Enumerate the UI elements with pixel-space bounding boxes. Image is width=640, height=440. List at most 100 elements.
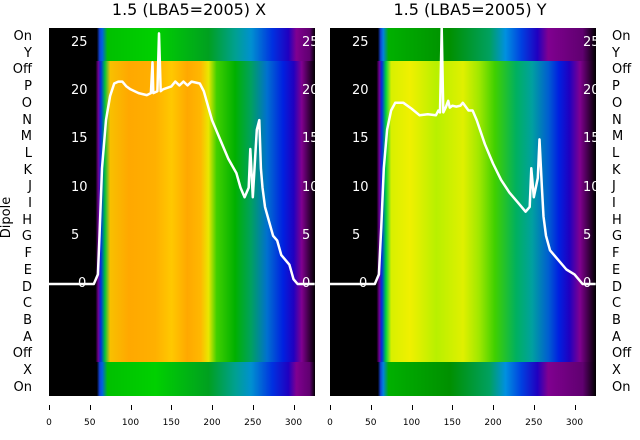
- row-label: D: [612, 279, 623, 295]
- row-label: I: [612, 196, 616, 211]
- x-tick-mark: [293, 405, 295, 410]
- y-tick-label: 0: [78, 276, 87, 291]
- x-tick-mark: [533, 405, 535, 410]
- right-spectrogram-panel: [330, 28, 596, 396]
- x-tick-mark: [411, 405, 413, 410]
- y-tick-label-right: 25: [302, 35, 319, 50]
- row-label: N: [22, 112, 32, 128]
- row-label: P: [24, 79, 32, 95]
- middle-band: [330, 61, 596, 362]
- row-label: H: [22, 212, 32, 228]
- row-label: L: [24, 145, 32, 161]
- y-tick-label: 10: [71, 179, 88, 195]
- row-label: A: [23, 329, 32, 345]
- row-label: B: [612, 312, 621, 328]
- x-tick-mark: [493, 405, 494, 410]
- row-label: On: [612, 379, 631, 395]
- y-tick-label-right: 25: [583, 35, 600, 50]
- x-tick-label: 50: [84, 418, 96, 428]
- row-label: Off: [12, 346, 32, 362]
- x-tick-mark: [130, 405, 132, 410]
- row-label: O: [21, 95, 32, 111]
- row-label: C: [22, 296, 32, 312]
- y-tick-label-right: 0: [302, 276, 311, 291]
- x-tick-label: 200: [484, 418, 502, 428]
- row-label: C: [612, 296, 622, 312]
- y-tick-label-right: 15: [302, 131, 319, 147]
- row-label: X: [23, 363, 32, 378]
- middle-band: [49, 61, 315, 362]
- row-label: Off: [612, 62, 632, 78]
- row-label: Off: [12, 62, 32, 78]
- x-tick-label: 200: [203, 418, 221, 428]
- y-tick-label: 20: [352, 83, 369, 99]
- y-tick-label: 20: [71, 83, 88, 99]
- y-tick-label-right: 5: [583, 227, 592, 243]
- y-tick-label-right: 20: [583, 83, 600, 99]
- row-label: J: [612, 179, 616, 195]
- bottom-band: [330, 362, 596, 396]
- top-band: [330, 28, 596, 61]
- y-tick-label-right: 0: [583, 276, 592, 291]
- row-label: N: [612, 112, 622, 128]
- y-tick-label-right: 10: [302, 179, 319, 195]
- row-label: F: [612, 246, 620, 262]
- left-chart-title: 1.5 (LBA5=2005) X: [111, 0, 267, 19]
- x-tick-label: 250: [244, 418, 262, 428]
- x-tick-mark: [452, 405, 454, 410]
- x-tick-mark: [252, 405, 254, 410]
- bottom-band: [49, 362, 315, 396]
- row-label: J: [28, 179, 32, 195]
- x-tick-mark: [212, 405, 213, 410]
- y-tick-label: 15: [71, 131, 88, 147]
- y-tick-label: 10: [352, 179, 369, 195]
- row-label: G: [612, 229, 623, 245]
- y-tick-label-right: 15: [583, 131, 600, 147]
- y-tick-label: 25: [71, 35, 88, 50]
- y-tick-label-right: 20: [302, 83, 319, 99]
- y-tick-label: 25: [352, 35, 369, 50]
- row-label: Y: [24, 45, 32, 61]
- x-tick-label: 0: [46, 418, 52, 428]
- series-line-X: [49, 32, 315, 286]
- row-label: On: [612, 29, 631, 44]
- row-label: X: [612, 363, 621, 378]
- x-tick-label: 100: [402, 418, 421, 428]
- right-chart-title: 1.5 (LBA5=2005) Y: [393, 0, 547, 19]
- x-tick-label: 150: [162, 418, 180, 428]
- row-label: On: [13, 379, 32, 395]
- left-spectrogram-panel: [49, 28, 315, 396]
- row-label: E: [612, 262, 621, 278]
- x-tick-label: 150: [443, 418, 461, 428]
- row-label: H: [612, 212, 622, 228]
- x-tick-mark: [89, 405, 91, 410]
- row-label: O: [612, 95, 623, 111]
- row-label: L: [612, 145, 620, 161]
- x-tick-label: 250: [525, 418, 543, 428]
- y-tick-label: 5: [71, 227, 80, 243]
- x-tick-label: 100: [121, 418, 140, 428]
- x-tick-mark: [370, 405, 372, 410]
- top-band: [49, 28, 315, 61]
- y-tick-label: 5: [352, 227, 361, 243]
- row-label: I: [28, 196, 32, 211]
- x-tick-label: 50: [365, 418, 377, 428]
- series-line-Y: [330, 26, 596, 286]
- y-tick-label: 15: [352, 131, 369, 147]
- row-label: K: [612, 162, 621, 178]
- row-label: E: [23, 262, 32, 278]
- row-label: On: [13, 29, 32, 44]
- row-label: Y: [612, 45, 620, 61]
- row-label: D: [21, 279, 32, 295]
- row-label: P: [612, 79, 620, 95]
- x-tick-label: 0: [327, 418, 333, 428]
- x-tick-mark: [330, 405, 331, 410]
- x-tick-mark: [49, 405, 50, 410]
- row-label: A: [612, 329, 621, 345]
- x-tick-mark: [574, 405, 576, 410]
- row-label: G: [21, 229, 32, 245]
- row-label: F: [24, 246, 32, 262]
- row-label: M: [612, 129, 624, 145]
